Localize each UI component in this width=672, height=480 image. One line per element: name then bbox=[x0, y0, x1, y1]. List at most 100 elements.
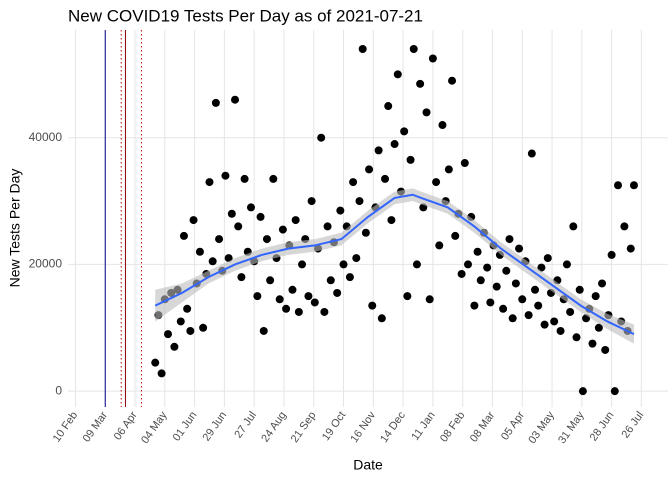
x-tick-label: 11 Jan bbox=[409, 410, 437, 443]
point bbox=[323, 222, 332, 231]
point bbox=[566, 307, 575, 316]
y-tick-label: 0 bbox=[55, 383, 62, 397]
y-tick-label: 40000 bbox=[29, 130, 63, 144]
point bbox=[291, 216, 300, 225]
x-tick-label: 05 Apr bbox=[499, 409, 527, 442]
point bbox=[246, 203, 255, 212]
point bbox=[384, 102, 393, 111]
point bbox=[451, 231, 460, 240]
point bbox=[374, 146, 383, 155]
point bbox=[629, 181, 638, 190]
point bbox=[448, 76, 457, 85]
point bbox=[320, 307, 329, 316]
x-tick-label: 08 Feb bbox=[438, 410, 467, 445]
point bbox=[157, 369, 166, 378]
point bbox=[333, 288, 342, 297]
point bbox=[428, 54, 437, 63]
point bbox=[294, 307, 303, 316]
point bbox=[531, 285, 540, 294]
point bbox=[282, 304, 291, 313]
smooth-line bbox=[154, 193, 635, 336]
x-tick-label: 06 Apr bbox=[112, 409, 140, 442]
point bbox=[269, 174, 278, 183]
point bbox=[288, 285, 297, 294]
point bbox=[556, 326, 565, 335]
point bbox=[610, 387, 619, 396]
point bbox=[336, 206, 345, 215]
point bbox=[591, 292, 600, 301]
y-tick-label: 20000 bbox=[29, 257, 63, 271]
point bbox=[562, 260, 571, 269]
point bbox=[256, 212, 265, 221]
point bbox=[352, 254, 361, 263]
point bbox=[275, 295, 284, 304]
point bbox=[508, 314, 517, 323]
point bbox=[578, 387, 587, 396]
point bbox=[620, 222, 629, 231]
x-tick-label: 04 May bbox=[139, 409, 170, 446]
point bbox=[231, 95, 240, 104]
point bbox=[278, 225, 287, 234]
point bbox=[205, 178, 214, 187]
point bbox=[444, 165, 453, 174]
point bbox=[179, 231, 188, 240]
point bbox=[317, 133, 326, 142]
point bbox=[416, 79, 425, 88]
x-tick-label: 29 Jun bbox=[200, 410, 229, 444]
x-tick-label: 27 Jul bbox=[232, 410, 259, 441]
point bbox=[355, 197, 364, 206]
point bbox=[326, 276, 335, 285]
point bbox=[626, 244, 635, 253]
point bbox=[476, 276, 485, 285]
point bbox=[598, 279, 607, 288]
point bbox=[572, 333, 581, 342]
point bbox=[224, 254, 233, 263]
point bbox=[304, 292, 313, 301]
point bbox=[594, 323, 603, 332]
point bbox=[298, 260, 307, 269]
x-tick-label: 14 Dec bbox=[378, 409, 408, 445]
point bbox=[492, 282, 501, 291]
point bbox=[215, 235, 224, 244]
point bbox=[368, 301, 377, 310]
x-tick-label: 31 May bbox=[556, 409, 587, 446]
x-tick-label: 03 May bbox=[526, 409, 557, 446]
x-tick-label: 10 Feb bbox=[51, 410, 80, 445]
point bbox=[575, 285, 584, 294]
x-tick-label: 26 Jul bbox=[620, 410, 647, 441]
point bbox=[234, 222, 243, 231]
point bbox=[502, 266, 511, 275]
point bbox=[569, 222, 578, 231]
point bbox=[483, 263, 492, 272]
point bbox=[511, 279, 520, 288]
point bbox=[349, 178, 358, 187]
point bbox=[614, 181, 622, 190]
point bbox=[473, 247, 482, 256]
chart-title: New COVID19 Tests Per Day as of 2021-07-… bbox=[68, 6, 423, 25]
point bbox=[189, 216, 198, 225]
point bbox=[464, 260, 472, 269]
point bbox=[527, 149, 536, 158]
point bbox=[601, 345, 610, 354]
point bbox=[393, 70, 402, 79]
x-tick-label: 21 Sep bbox=[289, 410, 319, 445]
point bbox=[422, 108, 431, 117]
point bbox=[540, 320, 549, 329]
point bbox=[588, 339, 597, 348]
y-axis-title: New Tests Per Day bbox=[7, 169, 23, 288]
point bbox=[240, 174, 249, 183]
point bbox=[607, 250, 616, 259]
point bbox=[211, 98, 220, 107]
point bbox=[266, 276, 275, 285]
point bbox=[403, 292, 412, 301]
point bbox=[170, 342, 179, 351]
point bbox=[409, 45, 418, 54]
point bbox=[515, 244, 524, 253]
point bbox=[237, 273, 246, 282]
point bbox=[195, 247, 204, 256]
point bbox=[377, 314, 386, 323]
point bbox=[310, 298, 319, 307]
x-tick-label: 08 Mar bbox=[468, 409, 498, 444]
